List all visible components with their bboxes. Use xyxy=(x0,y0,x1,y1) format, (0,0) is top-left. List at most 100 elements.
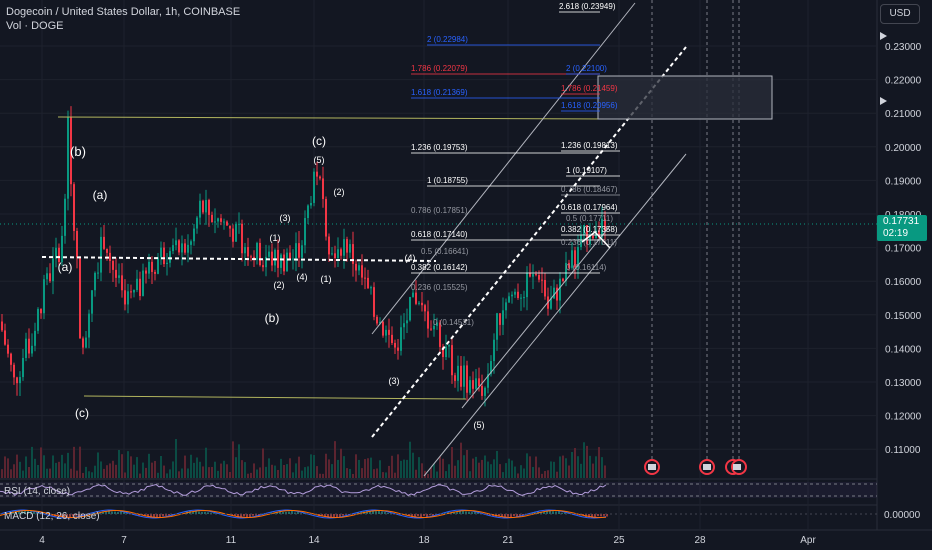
volume-bar xyxy=(391,455,393,478)
candle-body xyxy=(178,240,180,253)
volume-bar xyxy=(541,473,543,478)
volume-bar xyxy=(106,465,108,478)
wave-label: (4) xyxy=(297,272,308,282)
candle-body xyxy=(487,374,489,388)
macd-hist xyxy=(243,514,245,517)
macd-hist xyxy=(534,511,536,514)
volume-bar xyxy=(451,446,453,478)
volume-bar xyxy=(91,472,93,478)
candle-body xyxy=(136,278,138,291)
macd-hist xyxy=(195,510,197,514)
volume-bar xyxy=(70,468,72,478)
volume-bar xyxy=(52,455,54,478)
macd-hist xyxy=(417,514,419,517)
candle-body xyxy=(112,260,114,270)
candle-body xyxy=(184,243,186,253)
macd-hist xyxy=(18,510,20,514)
candle-body xyxy=(4,330,6,345)
candle-body xyxy=(346,239,348,253)
candle-body xyxy=(457,365,459,381)
volume-bar xyxy=(427,473,429,478)
macd-hist xyxy=(414,514,416,518)
volume-bar xyxy=(160,455,162,478)
volume-bar xyxy=(508,458,510,478)
macd-hist xyxy=(327,514,329,518)
candle-body xyxy=(373,287,375,317)
candle-body xyxy=(145,270,147,274)
macd-hist xyxy=(198,511,200,514)
volume-bar xyxy=(445,471,447,478)
volume-bar xyxy=(124,472,126,478)
volume-bar xyxy=(271,464,273,478)
volume-bar xyxy=(55,462,57,478)
candle-body xyxy=(25,338,27,358)
candle-body xyxy=(7,344,9,354)
macd-hist xyxy=(66,514,68,518)
time-axis[interactable]: 4 7 11 14 18 21 25 28 Apr xyxy=(39,535,816,546)
time-tick: 11 xyxy=(226,535,237,546)
fib-label: 0.5 (0.17711) xyxy=(566,214,613,223)
macd-hist xyxy=(384,512,386,514)
wave-label: (2) xyxy=(334,187,345,197)
volume-bar xyxy=(1,469,3,478)
volume-bar xyxy=(40,447,42,478)
volume-bar xyxy=(586,445,588,478)
volume-bar xyxy=(13,464,15,478)
candle-body xyxy=(271,251,273,266)
volume-bar xyxy=(601,457,603,478)
volume-bar xyxy=(556,471,558,478)
volume-bar xyxy=(403,459,405,478)
macd-hist xyxy=(390,512,392,514)
price-axis[interactable]: 0.230000.220000.210000.200000.190000.180… xyxy=(885,42,922,456)
symbol-title[interactable]: Dogecoin / United States Dollar, 1h, COI… xyxy=(6,6,241,18)
candle-body xyxy=(382,321,384,336)
candle-body xyxy=(97,272,99,274)
volume-bar xyxy=(175,439,177,478)
candle-body xyxy=(85,337,87,348)
fib-levels: 2.618 (0.23949) 2 (0.22984) 1.786 (0.22079… xyxy=(411,2,620,327)
flag-icon-inner xyxy=(703,464,711,470)
white-dotted-horizontal xyxy=(41,256,437,262)
macd-hist xyxy=(459,511,461,514)
macd-hist xyxy=(270,512,272,514)
candle-body xyxy=(367,277,369,289)
macd-hist xyxy=(372,510,374,514)
fib-label: 1.236 (0.19753) xyxy=(411,143,468,152)
macd-hist xyxy=(165,514,167,516)
macd-hist xyxy=(558,511,560,514)
rsi-label[interactable]: RSI (14, close) xyxy=(4,486,71,497)
macd-hist xyxy=(192,511,194,514)
volume-bar xyxy=(142,462,144,478)
fib-label: 0.618 (0.17964) xyxy=(561,203,618,212)
currency-button[interactable]: USD xyxy=(880,4,920,24)
macd-label[interactable]: MACD (12, 26, close) xyxy=(4,511,100,522)
volume-bar xyxy=(268,458,270,478)
candle-body xyxy=(100,236,102,273)
candle-body xyxy=(259,242,261,266)
macd-hist xyxy=(426,514,428,517)
candle-body xyxy=(181,243,183,253)
candle-body xyxy=(556,287,558,301)
fib-label: 0.382 (0.17358) xyxy=(561,225,618,234)
volume-bar xyxy=(334,441,336,478)
volume-bar xyxy=(421,463,423,478)
event-flags[interactable] xyxy=(644,459,747,475)
volume-bar xyxy=(385,472,387,478)
macd-hist xyxy=(279,510,281,514)
candle-body xyxy=(61,235,63,262)
candle-body xyxy=(199,200,201,218)
macd-hist xyxy=(330,514,332,518)
macd-hist xyxy=(447,511,449,514)
candle-body xyxy=(565,262,567,282)
candle-body xyxy=(88,313,90,338)
volume-bar xyxy=(232,441,234,478)
volume-bar xyxy=(478,462,480,478)
volume-bar xyxy=(529,456,531,478)
candles xyxy=(1,106,606,407)
volume-bar xyxy=(418,457,420,478)
wave-label: (3) xyxy=(280,213,291,223)
volume-bar xyxy=(301,470,303,478)
volume-bar xyxy=(169,469,171,478)
candle-body xyxy=(448,345,450,347)
